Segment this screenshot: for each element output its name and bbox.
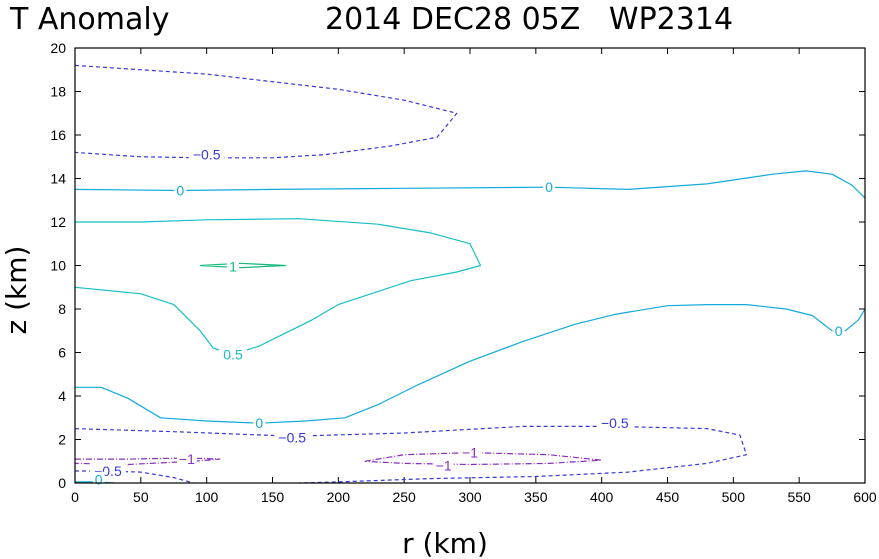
contour-label-bg [832, 322, 845, 338]
contour-label: 0 [545, 179, 553, 195]
contour-lines [74, 64, 866, 484]
plot-frame [74, 47, 866, 484]
contour-label-bg [227, 258, 239, 274]
y-tick-label: 0 [58, 475, 66, 491]
x-tick-label: 250 [392, 489, 416, 505]
x-tick-label: 0 [71, 489, 79, 505]
x-tick-label: 350 [524, 489, 548, 505]
contour-line [75, 304, 866, 424]
x-tick-label: 500 [722, 489, 746, 505]
contour-label-bg [219, 346, 247, 362]
y-tick-label: 10 [50, 258, 66, 274]
contour-label: 1 [229, 259, 237, 275]
contour-label-bg [174, 182, 187, 198]
contour-line [74, 64, 458, 159]
y-tick-label: 14 [50, 171, 66, 187]
x-tick-label: 200 [327, 489, 351, 505]
contour-label-bg [596, 415, 633, 431]
contour-label: −1 [436, 458, 452, 474]
chart-title-right: 2014 DEC28 05Z WP2314 [325, 2, 733, 37]
y-tick-label: 20 [50, 40, 66, 56]
axis-ticks: 0 50 100 150 200 250 300 350 400 450 500 550 6000246… [50, 40, 876, 505]
contour-label: −1 [462, 445, 478, 461]
y-tick-label: 4 [58, 388, 66, 404]
contour-label: 0 [95, 472, 103, 488]
contour-label-bg [176, 451, 197, 467]
contour-line [74, 457, 221, 466]
contour-line [74, 170, 866, 199]
contour-label-bg [274, 429, 311, 445]
contour-label: 0 [255, 415, 263, 431]
y-tick-label: 2 [58, 432, 66, 448]
contour-label-bg [543, 179, 555, 195]
x-tick-label: 600 [853, 489, 877, 505]
chart-title-left: T Anomaly [9, 2, 169, 37]
contour-line [200, 262, 287, 269]
x-tick-label: 400 [590, 489, 614, 505]
contour-label: −1 [179, 451, 195, 467]
contour-label-bg [188, 146, 225, 162]
y-axis-label: z (km) [0, 246, 33, 335]
y-tick-label: 12 [50, 214, 66, 230]
x-tick-label: 150 [261, 489, 285, 505]
y-tick-label: 8 [58, 301, 66, 317]
x-tick-label: 550 [787, 489, 811, 505]
x-axis-label: r (km) [402, 527, 488, 559]
y-tick-label: 18 [50, 84, 66, 100]
x-tick-label: 450 [656, 489, 680, 505]
y-tick-label: 6 [58, 345, 66, 361]
contour-line [74, 218, 482, 356]
contour-line [74, 425, 748, 484]
contour-label: 0 [176, 182, 184, 198]
y-tick-label: 16 [50, 127, 66, 143]
contour-label-bg [433, 457, 454, 473]
contour-label-bg [253, 415, 266, 431]
contour-label: −0.5 [278, 429, 306, 445]
contour-label: −0.5 [601, 415, 629, 431]
x-tick-label: 100 [195, 489, 219, 505]
contour-label: −0.5 [193, 147, 221, 163]
x-tick-label: 50 [133, 489, 149, 505]
contour-label: 0.5 [223, 347, 243, 363]
contour-label: 0 [835, 323, 843, 339]
contour-line [364, 452, 603, 466]
x-tick-label: 300 [458, 489, 482, 505]
contour-label-bg [460, 444, 480, 460]
